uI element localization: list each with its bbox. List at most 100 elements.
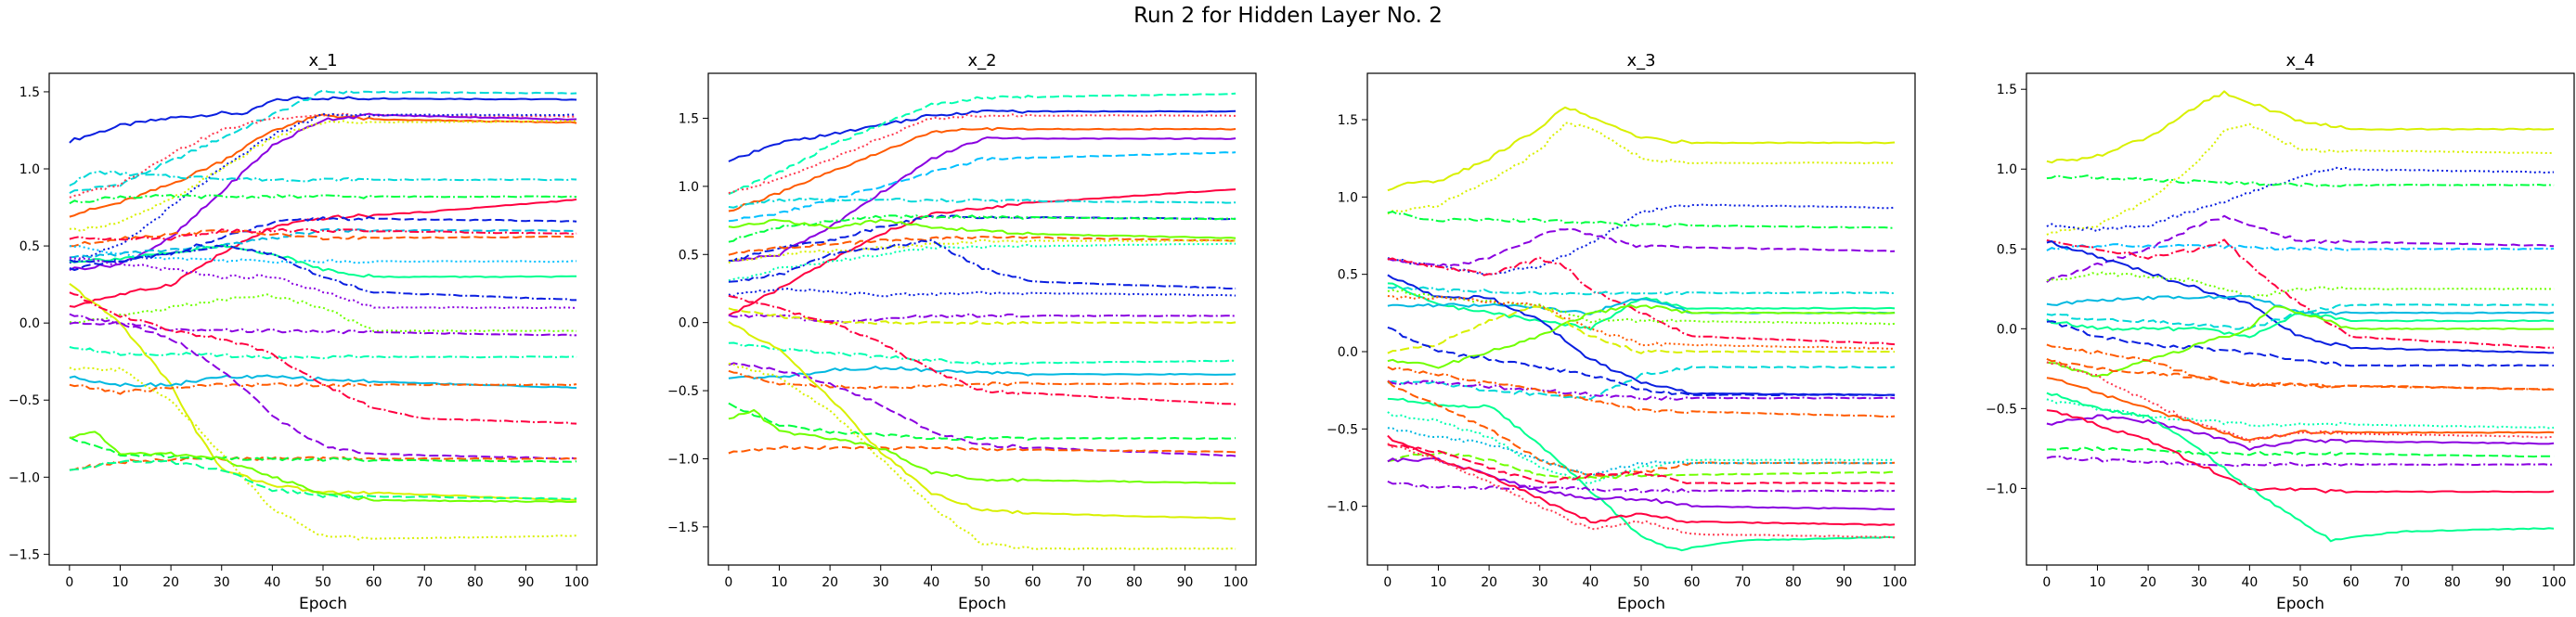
- series-line: [728, 238, 1236, 264]
- x-tick-label: 100: [1883, 575, 1908, 590]
- series-line: [69, 431, 577, 504]
- figure-suptitle: Run 2 for Hidden Layer No. 2: [1133, 4, 1443, 28]
- subplot-x1: x_1 0 10 20 30 40 50 60 70 80 90 100 −1.5 −1.0 −0.5 0.0…: [8, 51, 598, 613]
- y-tick-label: −1.0: [8, 470, 40, 485]
- x-tick-label: 60: [1684, 575, 1701, 590]
- x-axis-label: Epoch: [958, 595, 1006, 613]
- y-tick-label: 1.0: [1997, 162, 2017, 177]
- series-line: [728, 236, 1236, 256]
- x-tick-label: 30: [1532, 575, 1548, 590]
- series-line: [2046, 320, 2555, 367]
- series-line: [728, 445, 1236, 455]
- series-line: [728, 198, 1236, 209]
- series-line: [728, 362, 1236, 550]
- series-line: [69, 198, 577, 308]
- x-tick-label: 80: [467, 575, 484, 590]
- series-line: [728, 126, 1236, 212]
- series-line: [2046, 398, 2555, 430]
- x-tick-label: 90: [2495, 575, 2512, 590]
- series-group: [2046, 90, 2555, 543]
- series-line: [1387, 203, 1896, 276]
- series-line: [69, 96, 577, 144]
- subplot-x3: x_3 0 10 20 30 40 50 60 70 80 90 100 −1.0 −0.5 0.0 0.5 1…: [1327, 51, 1916, 613]
- series-line: [728, 366, 1236, 379]
- series-line: [728, 218, 1236, 239]
- series-line: [1387, 379, 1896, 401]
- x-tick-label: 40: [264, 575, 280, 590]
- y-tick-label: 0.5: [19, 239, 40, 254]
- series-line: [69, 216, 577, 271]
- series-line: [728, 402, 1236, 442]
- y-tick-label: 1.0: [1338, 190, 1358, 205]
- y-tick-label: 0.5: [1997, 242, 2017, 257]
- y-tick-label: −0.5: [8, 393, 40, 408]
- subplot-x2: x_2 0 10 20 30 40 50 60 70 80 90 100 −1.5 −1.0 −0.5 0.0…: [667, 51, 1257, 613]
- x-tick-label: 100: [2542, 575, 2567, 590]
- x-tick-label: 30: [873, 575, 889, 590]
- x-tick-label: 40: [2241, 575, 2258, 590]
- x-tick-label: 80: [2444, 575, 2461, 590]
- y-tick-label: 0.5: [679, 248, 699, 263]
- series-line: [69, 120, 577, 232]
- series-line: [728, 242, 1236, 282]
- x-tick-label: 0: [2042, 575, 2051, 590]
- x-tick-label: 50: [315, 575, 331, 590]
- series-line: [1387, 366, 1896, 401]
- series-line: [69, 244, 577, 302]
- series-line: [69, 170, 577, 186]
- series-line: [69, 112, 577, 264]
- series-line: [69, 436, 577, 463]
- subplot-title: x_1: [308, 51, 337, 71]
- series-line: [728, 287, 1236, 298]
- y-tick-label: −1.0: [1327, 500, 1358, 515]
- x-tick-label: 60: [366, 575, 382, 590]
- x-tick-label: 20: [1481, 575, 1497, 590]
- y-tick-label: −1.0: [667, 452, 699, 467]
- series-line: [2046, 174, 2555, 187]
- series-line: [728, 307, 1236, 326]
- series-line: [69, 256, 577, 309]
- x-tick-label: 70: [1734, 575, 1751, 590]
- x-tick-label: 0: [724, 575, 732, 590]
- series-line: [1387, 434, 1896, 526]
- x-tick-label: 100: [564, 575, 589, 590]
- series-group: [728, 92, 1236, 550]
- y-tick-label: 1.5: [1997, 83, 2017, 97]
- series-line: [2046, 313, 2555, 339]
- series-line: [2046, 214, 2555, 283]
- series-line: [2046, 243, 2555, 251]
- series-line: [1387, 106, 1896, 192]
- y-tick-label: 1.0: [679, 180, 699, 195]
- x-tick-label: 90: [518, 575, 535, 590]
- subplot-title: x_3: [1626, 51, 1655, 71]
- y-tick-label: 0.0: [19, 316, 40, 331]
- series-line: [728, 113, 1236, 195]
- series-line: [1387, 304, 1896, 369]
- series-line: [728, 408, 1236, 484]
- series-line: [2046, 392, 2555, 543]
- x-tick-label: 10: [1430, 575, 1447, 590]
- x-axis-label: Epoch: [2276, 595, 2324, 613]
- subplot-x4: x_4 0 10 20 30 40 50 60 70 80 90 100 −1.0 −0.5 0.0 0.5 1…: [1986, 51, 2575, 613]
- series-line: [69, 366, 577, 541]
- series-line: [2046, 240, 2555, 354]
- x-tick-label: 40: [1582, 575, 1599, 590]
- x-tick-label: 10: [771, 575, 788, 590]
- series-line: [2046, 122, 2555, 236]
- x-tick-label: 0: [65, 575, 73, 590]
- x-tick-label: 70: [1075, 575, 1092, 590]
- y-tick-label: −0.5: [1986, 402, 2017, 417]
- x-tick-label: 70: [2393, 575, 2410, 590]
- x-tick-label: 50: [2292, 575, 2309, 590]
- x-tick-label: 90: [1177, 575, 1194, 590]
- y-tick-label: −0.5: [667, 384, 699, 399]
- y-tick-label: 0.0: [679, 316, 699, 331]
- x-axis-label: Epoch: [1617, 595, 1665, 613]
- series-line: [69, 89, 577, 194]
- x-tick-label: 60: [1025, 575, 1042, 590]
- series-line: [1387, 227, 1896, 268]
- x-axis-label: Epoch: [299, 595, 347, 613]
- series-line: [1387, 305, 1896, 354]
- series-line: [69, 245, 577, 264]
- y-tick-label: 0.0: [1997, 322, 2017, 337]
